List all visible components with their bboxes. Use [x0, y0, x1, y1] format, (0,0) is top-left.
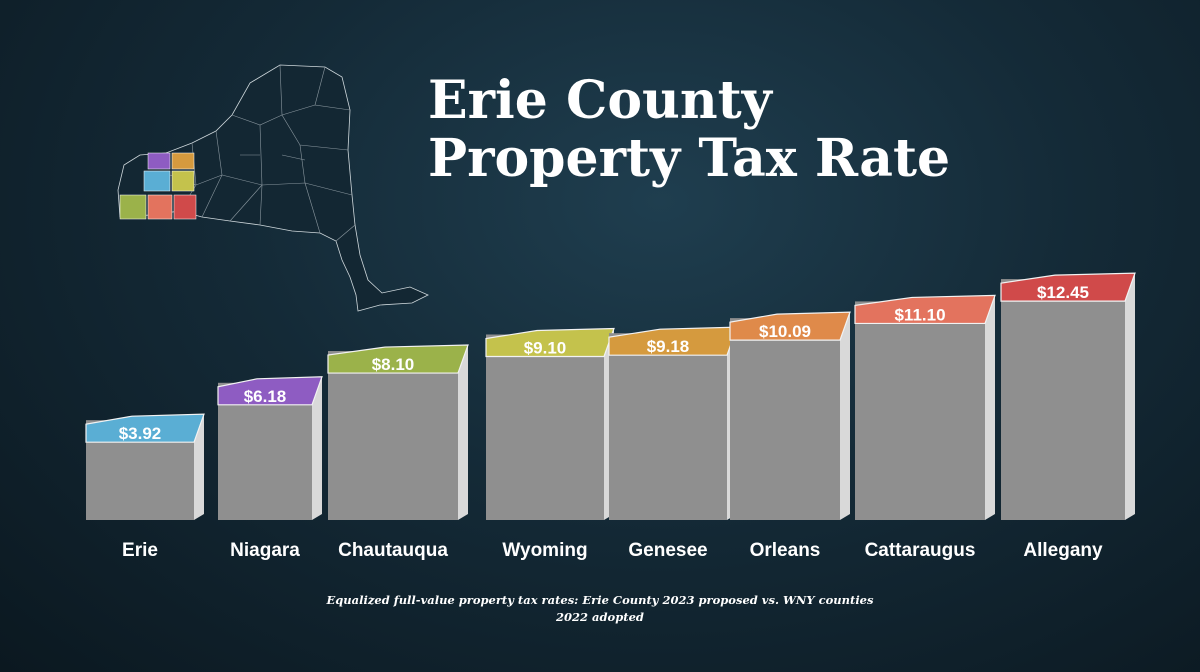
- map-county-highlight: [147, 194, 173, 220]
- bar-side: [1125, 273, 1135, 520]
- map-county-highlight: [119, 194, 147, 220]
- bar-front: [218, 382, 312, 520]
- title-line-2: Property Tax Rate: [428, 128, 951, 190]
- bar-top: [608, 326, 738, 356]
- title-line-1: Erie County: [428, 70, 772, 131]
- bar-front: [609, 333, 727, 520]
- chart-caption: Equalized full-value property tax rates:…: [260, 592, 940, 625]
- value-label: $12.45: [1037, 283, 1089, 302]
- bar-front: [486, 334, 604, 520]
- bar-side: [840, 312, 850, 520]
- value-label: $3.92: [119, 424, 162, 443]
- value-label: $10.09: [759, 322, 811, 341]
- category-label: Genesee: [628, 540, 707, 561]
- category-label: Orleans: [750, 540, 821, 561]
- bar-front: [730, 318, 840, 520]
- bar-side: [194, 414, 204, 520]
- bar-top: [85, 413, 205, 443]
- category-label: Allegany: [1023, 540, 1103, 561]
- bar-side: [312, 376, 322, 520]
- category-label: Erie: [122, 540, 158, 561]
- value-label: $8.10: [372, 355, 415, 374]
- bar: $10.09 Orleans: [729, 311, 851, 561]
- bar-top: [729, 311, 851, 341]
- bar-top: [854, 294, 996, 325]
- bar-front: [1001, 279, 1125, 520]
- map-county-highlight: [171, 152, 195, 170]
- bar-top: [327, 344, 469, 374]
- page-title: Erie County Property Tax Rate: [428, 70, 951, 190]
- map-county-highlight: [143, 170, 171, 192]
- bar: $11.10 Cattaraugus: [854, 294, 996, 561]
- bar-top: [1000, 272, 1136, 302]
- bar: $9.10 Wyoming: [485, 327, 615, 561]
- bar-top: [217, 376, 323, 406]
- bar-side: [458, 345, 468, 520]
- value-label: $9.10: [524, 339, 567, 358]
- category-label: Niagara: [230, 540, 300, 561]
- bar-front: [328, 351, 458, 520]
- caption-line-2: 2022 adopted: [556, 609, 644, 624]
- caption-line-1: Equalized full-value property tax rates:…: [326, 593, 874, 607]
- bar: $12.45 Allegany: [1000, 272, 1136, 561]
- bar-side: [985, 295, 995, 520]
- new-york-state-map-icon: [117, 64, 429, 312]
- category-label: Cattaraugus: [865, 540, 976, 561]
- bar: $3.92 Erie: [85, 413, 205, 561]
- bar: $6.18 Niagara: [217, 376, 323, 561]
- map-county-highlight: [173, 194, 197, 220]
- category-label: Wyoming: [502, 540, 587, 561]
- bar: $8.10 Chautauqua: [327, 344, 469, 561]
- map-county-highlight: [171, 170, 195, 192]
- map-county-highlight: [147, 152, 171, 170]
- value-label: $11.10: [894, 305, 945, 324]
- category-label: Chautauqua: [338, 540, 448, 561]
- value-label: $6.18: [244, 387, 287, 406]
- bar-front: [855, 301, 985, 520]
- bar-top: [485, 327, 615, 358]
- value-label: $9.18: [647, 337, 690, 356]
- bar: $9.18 Genesee: [608, 326, 738, 561]
